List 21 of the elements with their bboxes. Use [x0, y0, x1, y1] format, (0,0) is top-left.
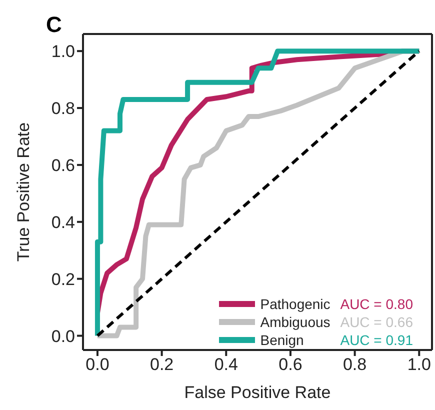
annotation: AUC = 0.80: [340, 296, 413, 312]
y-tick-label: 0.2: [51, 270, 75, 289]
x-tick-label: 0.8: [342, 355, 367, 374]
y-tick-label: 0.4: [51, 212, 75, 232]
x-tick-label: 0.0: [86, 355, 110, 374]
y-tick-label: 0.6: [51, 156, 75, 175]
legend-label: Benign: [260, 332, 305, 348]
legend-label: Pathogenic: [260, 296, 332, 312]
annotation: AUC = 0.66: [340, 314, 413, 330]
chart-title: C: [46, 12, 62, 38]
y-tick-label: 0.8: [51, 99, 75, 118]
x-tick-label: 1.0: [407, 355, 431, 374]
legend-label: Ambiguous: [260, 314, 332, 330]
x-tick-label: 0.6: [278, 355, 302, 374]
x-axis-title: False Positive Rate: [184, 383, 331, 402]
annotation: AUC = 0.91: [340, 332, 413, 348]
x-tick-label: 0.4: [214, 355, 238, 374]
x-tick-label: 0.2: [150, 355, 174, 374]
y-tick-label: 0.0: [51, 326, 75, 346]
y-axis-title: True Positive Rate: [14, 122, 34, 262]
y-tick-label: 1.0: [51, 42, 75, 62]
